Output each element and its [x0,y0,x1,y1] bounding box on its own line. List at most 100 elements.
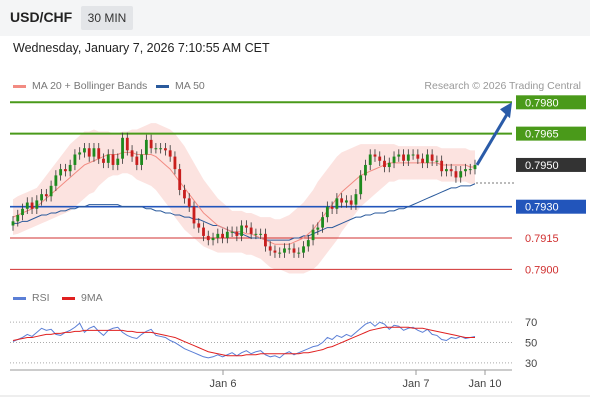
candle-body [392,156,396,163]
candle-body [111,154,115,165]
candle-body [302,246,305,253]
candle-body [425,154,429,163]
candle-body [183,190,186,199]
rsi-legend: RSI [32,292,50,304]
candle-body [316,227,320,230]
candle-body [268,246,272,251]
candle-body [454,171,458,178]
candle-body [73,154,77,165]
forecast-arrow-shaft [475,113,509,166]
candle-body [330,206,334,209]
bollinger-band [13,123,475,274]
ma50-swatch [156,85,169,88]
x-tick-label: Jan 10 [468,378,501,390]
candle-body [435,160,439,162]
last-price-label: 0.7950 [525,160,559,172]
candle-body [63,169,67,172]
candle-body [402,154,405,161]
last-price-label-box [516,157,586,172]
candle-body [211,238,215,241]
level-label-0.7930: 0.7930 [525,202,559,214]
candle-body [383,160,386,168]
ma50-line [13,183,476,241]
candle-body [287,248,291,250]
level-label-box-0.7930 [516,199,586,214]
level-label-0.7980: 0.7980 [525,97,559,109]
candle-body [87,148,91,157]
candle-body [249,227,253,234]
candle-body [30,202,34,209]
candle-body [459,171,463,178]
candle-body [235,231,239,236]
candle-body [283,248,286,253]
candle-body [230,231,234,233]
candle-body [78,152,82,155]
timeframe-button[interactable]: 30 MIN [81,6,133,30]
forecast-arrow-head [500,102,512,119]
symbol-label: USD/CHF [10,9,73,25]
candle-body [359,175,363,195]
candles-group [11,132,477,258]
candle-body [368,154,372,165]
candle-body [264,233,267,247]
candle-body [11,221,15,226]
x-tick-label: Jan 6 [210,378,237,390]
credit-label: Research © 2026 Trading Central [424,80,581,92]
candle-body [173,156,177,170]
candle-body [306,240,310,247]
timestamp-label: Wednesday, January 7, 2026 7:10:55 AM CE… [13,41,270,55]
candle-body [416,154,420,159]
candle-body [97,148,101,159]
candle-body [321,217,325,228]
candle-body [311,229,315,241]
candle-body [225,231,229,239]
candle-body [21,208,24,216]
x-tick-label: Jan 7 [403,378,430,390]
candle-body [406,154,410,161]
candle-body [273,250,277,253]
candle-body [25,202,29,209]
candle-body [68,164,72,172]
candle-body [240,225,244,236]
candle-body [116,158,120,165]
candle-body [445,169,448,172]
candle-body [378,156,382,161]
candle-body [244,225,248,228]
candle-body [206,235,210,241]
candle-body [178,169,182,190]
candle-body [340,198,344,203]
candle-body [440,160,444,172]
rsi-tick-50: 50 [525,338,537,350]
candle-body [468,169,472,171]
candle-body [473,164,477,170]
candle-body [154,148,158,150]
level-label-0.7900: 0.7900 [525,264,559,276]
candle-body [16,215,20,222]
candle-body [140,154,144,165]
chart-header: USD/CHF 30 MIN [0,0,590,36]
candle-body [397,154,401,157]
ma9-legend: 9MA [81,292,103,304]
level-label-box-0.7980 [516,95,586,110]
candle-body [259,233,263,235]
candle-body [430,154,434,161]
candle-body [292,248,296,253]
candle-body [163,148,167,151]
candle-body [49,185,53,197]
candle-body [54,175,58,186]
ma20-line [12,151,475,245]
candle-body [254,233,258,235]
rsi-line [12,321,476,359]
candle-body [278,252,282,254]
candle-body [221,233,224,239]
candle-body [216,233,220,239]
candle-body [354,194,358,205]
candle-body [83,148,86,153]
candle-body [187,198,191,207]
candle-body [335,198,339,209]
candle-body [411,154,415,156]
rsi-tick-30: 30 [525,358,537,370]
candle-body [40,194,43,201]
candle-body [35,200,39,209]
candle-body [102,158,105,163]
